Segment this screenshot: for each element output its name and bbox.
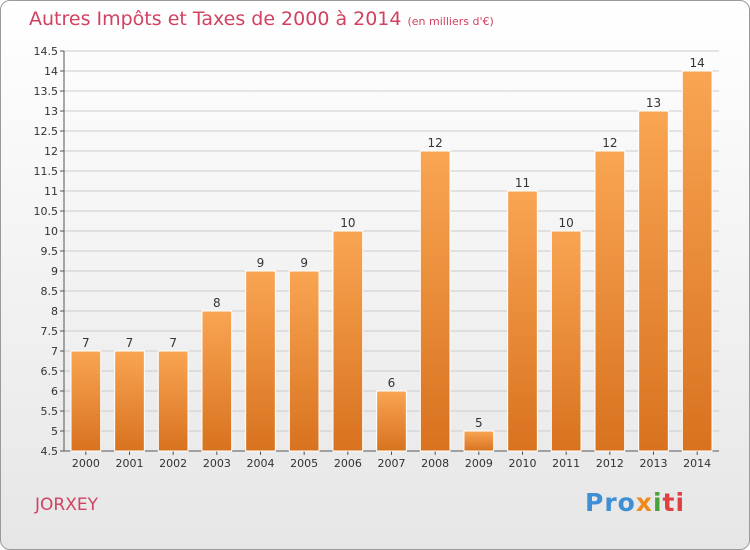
y-tick-label-20: 14.5 xyxy=(34,45,59,58)
x-tick-label-2014: 2014 xyxy=(683,457,711,470)
x-tick-label-2008: 2008 xyxy=(421,457,449,470)
y-tick-label-6: 7.5 xyxy=(41,325,59,338)
bar-2006 xyxy=(332,230,364,452)
chart-unit: (en milliers d'€) xyxy=(407,15,494,28)
x-tick-label-2011: 2011 xyxy=(552,457,580,470)
y-tick-label-13: 11 xyxy=(44,185,58,198)
bar-2014 xyxy=(681,70,713,452)
bar-value-label-2013: 13 xyxy=(646,96,661,110)
bar-value-label-2004: 9 xyxy=(257,256,265,270)
y-tick-label-17: 13 xyxy=(44,105,58,118)
x-tick-label-2013: 2013 xyxy=(640,457,668,470)
y-tick-label-7: 8 xyxy=(51,305,58,318)
x-tick-label-2009: 2009 xyxy=(465,457,493,470)
y-tick-label-14: 11.5 xyxy=(34,165,59,178)
x-tick-label-2007: 2007 xyxy=(378,457,406,470)
axis-layer: 4.5 5 5.5 6 6.5 7 7.5 8 8.5 9 9.5 10 10.5 11 11.5 12 12.… xyxy=(34,45,719,470)
x-tick-label-2000: 2000 xyxy=(72,457,100,470)
y-tick-label-10: 9.5 xyxy=(41,245,59,258)
bar-value-label-2002: 7 xyxy=(169,336,177,350)
x-tick-label-2012: 2012 xyxy=(596,457,624,470)
x-tick-label-2006: 2006 xyxy=(334,457,362,470)
chart-title-text: Autres Impôts et Taxes de 2000 à 2014 xyxy=(29,8,402,30)
y-tick-label-2: 5.5 xyxy=(41,405,59,418)
bar-value-label-2008: 12 xyxy=(428,136,443,150)
bar-value-label-2007: 6 xyxy=(388,376,396,390)
y-tick-label-9: 9 xyxy=(51,265,58,278)
y-tick-label-12: 10.5 xyxy=(34,205,59,218)
bar-2005 xyxy=(288,270,320,452)
x-tick-label-2005: 2005 xyxy=(290,457,318,470)
bar-value-label-2005: 9 xyxy=(300,256,308,270)
y-tick-label-19: 14 xyxy=(44,65,58,78)
y-tick-label-5: 7 xyxy=(51,345,58,358)
y-tick-label-3: 6 xyxy=(51,385,58,398)
bar-2003 xyxy=(201,310,233,452)
y-tick-label-1: 5 xyxy=(51,425,58,438)
y-tick-label-0: 4.5 xyxy=(41,445,59,458)
bar-value-label-2006: 10 xyxy=(340,216,355,230)
bar-2001 xyxy=(114,350,145,452)
x-tick-label-2003: 2003 xyxy=(203,457,231,470)
bar-2010 xyxy=(507,190,538,452)
bar-2000 xyxy=(70,350,102,452)
y-tick-label-15: 12 xyxy=(44,145,58,158)
y-tick-label-16: 12.5 xyxy=(34,125,59,138)
bar-2004 xyxy=(245,270,276,452)
x-tick-label-2010: 2010 xyxy=(509,457,537,470)
bar-value-label-2000: 7 xyxy=(82,336,90,350)
bar-2013 xyxy=(638,110,669,452)
bar-value-label-2003: 8 xyxy=(213,296,221,310)
y-tick-label-18: 13.5 xyxy=(34,85,59,98)
y-tick-label-8: 8.5 xyxy=(41,285,59,298)
commune-name: JORXEY xyxy=(35,495,98,515)
chart-title: Autres Impôts et Taxes de 2000 à 2014 (en… xyxy=(29,8,494,30)
bar-value-label-2009: 5 xyxy=(475,416,483,430)
y-tick-label-11: 10 xyxy=(44,225,58,238)
logo-part-2: x xyxy=(635,488,653,517)
logo-part-4: ti xyxy=(662,488,686,517)
y-tick-label-4: 6.5 xyxy=(41,365,59,378)
bar-value-label-2014: 14 xyxy=(690,56,705,70)
bar-value-label-2011: 10 xyxy=(559,216,574,230)
bar-layer: 7 7 7 8 9 9 10 6 12 5 11 10 12 13 14 xyxy=(70,56,713,452)
bar-2002 xyxy=(157,350,189,452)
bar-value-label-2012: 12 xyxy=(602,136,617,150)
bar-value-label-2001: 7 xyxy=(126,336,134,350)
bar-2009 xyxy=(463,430,495,452)
x-tick-label-2004: 2004 xyxy=(247,457,275,470)
bar-2011 xyxy=(550,230,582,452)
x-tick-label-2002: 2002 xyxy=(159,457,187,470)
proxiti-logo[interactable]: Proxiti xyxy=(585,488,685,517)
bar-2008 xyxy=(419,150,451,452)
bar-2007 xyxy=(376,390,407,452)
bar-value-label-2010: 11 xyxy=(515,176,530,190)
bar-2012 xyxy=(594,150,626,452)
logo-part-3: i xyxy=(652,488,663,517)
x-tick-label-2001: 2001 xyxy=(116,457,144,470)
logo-part-1: Pro xyxy=(585,488,636,517)
